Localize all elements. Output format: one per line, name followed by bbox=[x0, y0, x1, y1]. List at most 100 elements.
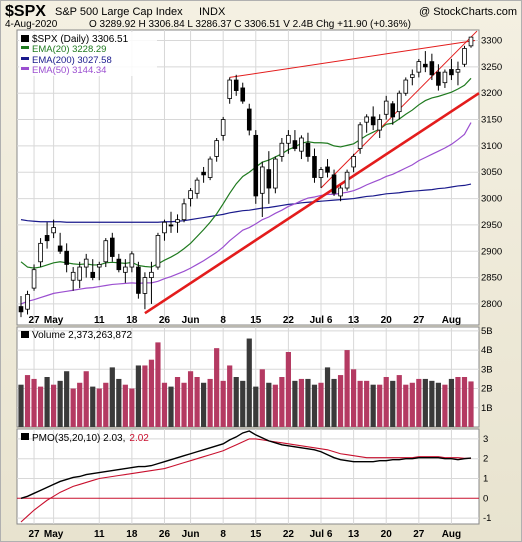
candle-up bbox=[286, 134, 291, 144]
legend-pmo-value: PMO(35,20,10) 2.03, bbox=[32, 433, 125, 444]
volume-bar bbox=[298, 378, 305, 427]
price-tick-label: 3200 bbox=[481, 88, 502, 99]
candle-up bbox=[410, 74, 415, 78]
volume-bar bbox=[318, 382, 324, 427]
volume-bar bbox=[305, 378, 311, 427]
volume-bar bbox=[403, 384, 409, 427]
price-tick-label: 3250 bbox=[481, 62, 502, 73]
volume-bar bbox=[455, 377, 461, 427]
pmo-panel bbox=[16, 428, 480, 525]
volume-bar bbox=[220, 380, 226, 427]
price-tick-label: 3300 bbox=[481, 36, 502, 47]
ema-lines bbox=[20, 77, 472, 305]
pmo-tick-label: -1 bbox=[483, 513, 491, 524]
candle-up bbox=[96, 264, 102, 268]
price-tick-label: 2900 bbox=[481, 246, 502, 257]
pmo-line bbox=[20, 430, 472, 499]
volume-bar bbox=[240, 380, 246, 427]
candlesticks bbox=[18, 36, 474, 318]
candle-up bbox=[181, 203, 187, 221]
volume-bar bbox=[174, 377, 181, 427]
legend-pmo-signal: 2.02 bbox=[129, 433, 149, 444]
volume-bar bbox=[344, 350, 350, 427]
volume-tick-label: 1B bbox=[481, 403, 493, 414]
candle-up bbox=[351, 156, 356, 168]
x-tick-label: Jul 6 bbox=[310, 529, 333, 540]
volume-bar bbox=[148, 359, 155, 427]
pmo-tick-label: 1 bbox=[483, 473, 488, 484]
volume-bar bbox=[161, 382, 168, 427]
candle-down bbox=[57, 245, 63, 252]
candle-up bbox=[357, 124, 363, 149]
price-tick-label: 3000 bbox=[481, 194, 502, 205]
volume-bar bbox=[83, 371, 89, 427]
volume-bar bbox=[90, 386, 96, 427]
legend-swatch-ema200 bbox=[21, 57, 29, 60]
volume-bar bbox=[279, 377, 285, 427]
candle-up bbox=[188, 190, 193, 199]
candle-up bbox=[468, 36, 474, 47]
candle-up bbox=[149, 271, 154, 278]
candle-up bbox=[214, 140, 219, 157]
x-tick-label-top: Jul 6 bbox=[310, 315, 333, 326]
candle-down bbox=[390, 103, 396, 118]
volume-bar bbox=[24, 375, 31, 427]
candle-down bbox=[312, 156, 317, 178]
date: 4-Aug-2020 bbox=[5, 19, 58, 30]
legend-ema200: EMA(200) 3027.58 bbox=[32, 55, 112, 66]
volume-bar bbox=[246, 338, 252, 427]
volume-bar bbox=[357, 380, 363, 427]
candle-up bbox=[25, 294, 30, 310]
x-tick-label-top: Jun bbox=[182, 315, 200, 326]
candle-up bbox=[142, 277, 148, 294]
volume-bar bbox=[311, 384, 318, 427]
x-tick-label-top: 22 bbox=[283, 315, 295, 326]
axis-labels: 27 27 May May 11 11 18 18 26 26 Jun Jun 8 8 15 15 22 22 Ju… bbox=[28, 36, 502, 540]
candle-up bbox=[344, 171, 350, 189]
volume-bar bbox=[194, 377, 200, 427]
x-tick-label-top: 27 bbox=[413, 315, 425, 326]
candle-down bbox=[325, 166, 330, 173]
volume-bar bbox=[409, 382, 415, 427]
volume-bar bbox=[422, 378, 428, 427]
candle-down bbox=[449, 69, 454, 76]
legend-ema50: EMA(50) 3144.34 bbox=[32, 65, 106, 76]
candle-up bbox=[338, 187, 343, 197]
x-tick-label-top: May bbox=[44, 315, 64, 326]
x-tick-label-top: 13 bbox=[348, 315, 360, 326]
x-tick-label: 27 bbox=[413, 529, 425, 540]
price-tick-label: 3050 bbox=[481, 167, 502, 178]
rising-trendline bbox=[144, 92, 480, 315]
volume-bar bbox=[96, 388, 102, 427]
x-tick-label-top: 11 bbox=[94, 315, 105, 326]
candle-down bbox=[44, 235, 50, 242]
volume-bar bbox=[370, 384, 376, 427]
volume-bar bbox=[214, 348, 220, 427]
candle-up bbox=[396, 92, 402, 113]
candle-up bbox=[273, 158, 278, 189]
ohlc-readout: O 3289.92 H 3306.84 L 3286.37 C 3306.51 … bbox=[89, 19, 411, 30]
volume-bar bbox=[116, 378, 122, 427]
x-tick-label: 18 bbox=[126, 529, 138, 540]
price-tick-label: 3150 bbox=[481, 115, 502, 126]
price-tick-label: 3100 bbox=[481, 141, 502, 152]
candle-up bbox=[51, 227, 56, 234]
price-tick-label: 2950 bbox=[481, 220, 502, 231]
volume-bar bbox=[57, 380, 63, 427]
upper-channel-line bbox=[229, 40, 476, 78]
volume-bar bbox=[324, 367, 331, 427]
candle-up bbox=[31, 269, 37, 289]
volume-tick-label: 2B bbox=[481, 384, 493, 395]
candle-up bbox=[129, 253, 135, 268]
candle-up bbox=[162, 221, 167, 234]
volume-bar bbox=[435, 382, 441, 427]
volume-bar bbox=[70, 388, 76, 427]
volume-tick-label: 4B bbox=[481, 345, 493, 356]
pmo-tick-label: 3 bbox=[483, 434, 488, 445]
volume-bar bbox=[233, 377, 239, 427]
volume-bar bbox=[18, 384, 24, 427]
volume-bar bbox=[227, 365, 233, 427]
volume-bar bbox=[364, 380, 370, 427]
candle-up bbox=[77, 266, 82, 281]
volume-bar bbox=[377, 384, 383, 427]
